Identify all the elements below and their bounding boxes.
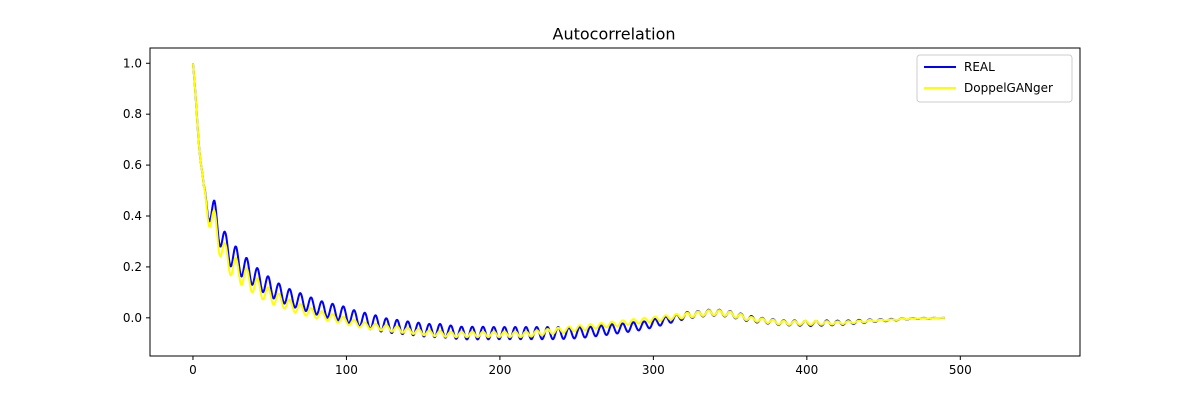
- ticks-layer: 0 100 200 300 400 500 0.0 0.2 0.4 0.6 0.8 1.0: [123, 56, 972, 377]
- x-tick-label: 200: [488, 363, 511, 377]
- y-tick-label: 0.0: [123, 311, 142, 325]
- legend-label-doppelganger: DoppelGANger: [964, 81, 1053, 95]
- legend-label-real: REAL: [964, 60, 995, 74]
- chart-title: Autocorrelation: [553, 25, 676, 44]
- x-tick-label: 500: [949, 363, 972, 377]
- x-tick-label: 400: [795, 363, 818, 377]
- y-tick-label: 0.6: [123, 158, 142, 172]
- x-tick-label: 300: [642, 363, 665, 377]
- x-tick-label: 0: [189, 363, 197, 377]
- series-line-doppelganger: [191, 63, 946, 339]
- y-tick-label: 1.0: [123, 56, 142, 70]
- legend: REAL DoppelGANger: [916, 54, 1073, 103]
- x-tick-label: 100: [335, 363, 358, 377]
- y-tick-label: 0.2: [123, 260, 142, 274]
- y-tick-label: 0.8: [123, 107, 142, 121]
- series-layer: [191, 63, 946, 341]
- y-tick-label: 0.4: [123, 209, 142, 223]
- plot-frame: [149, 47, 1081, 357]
